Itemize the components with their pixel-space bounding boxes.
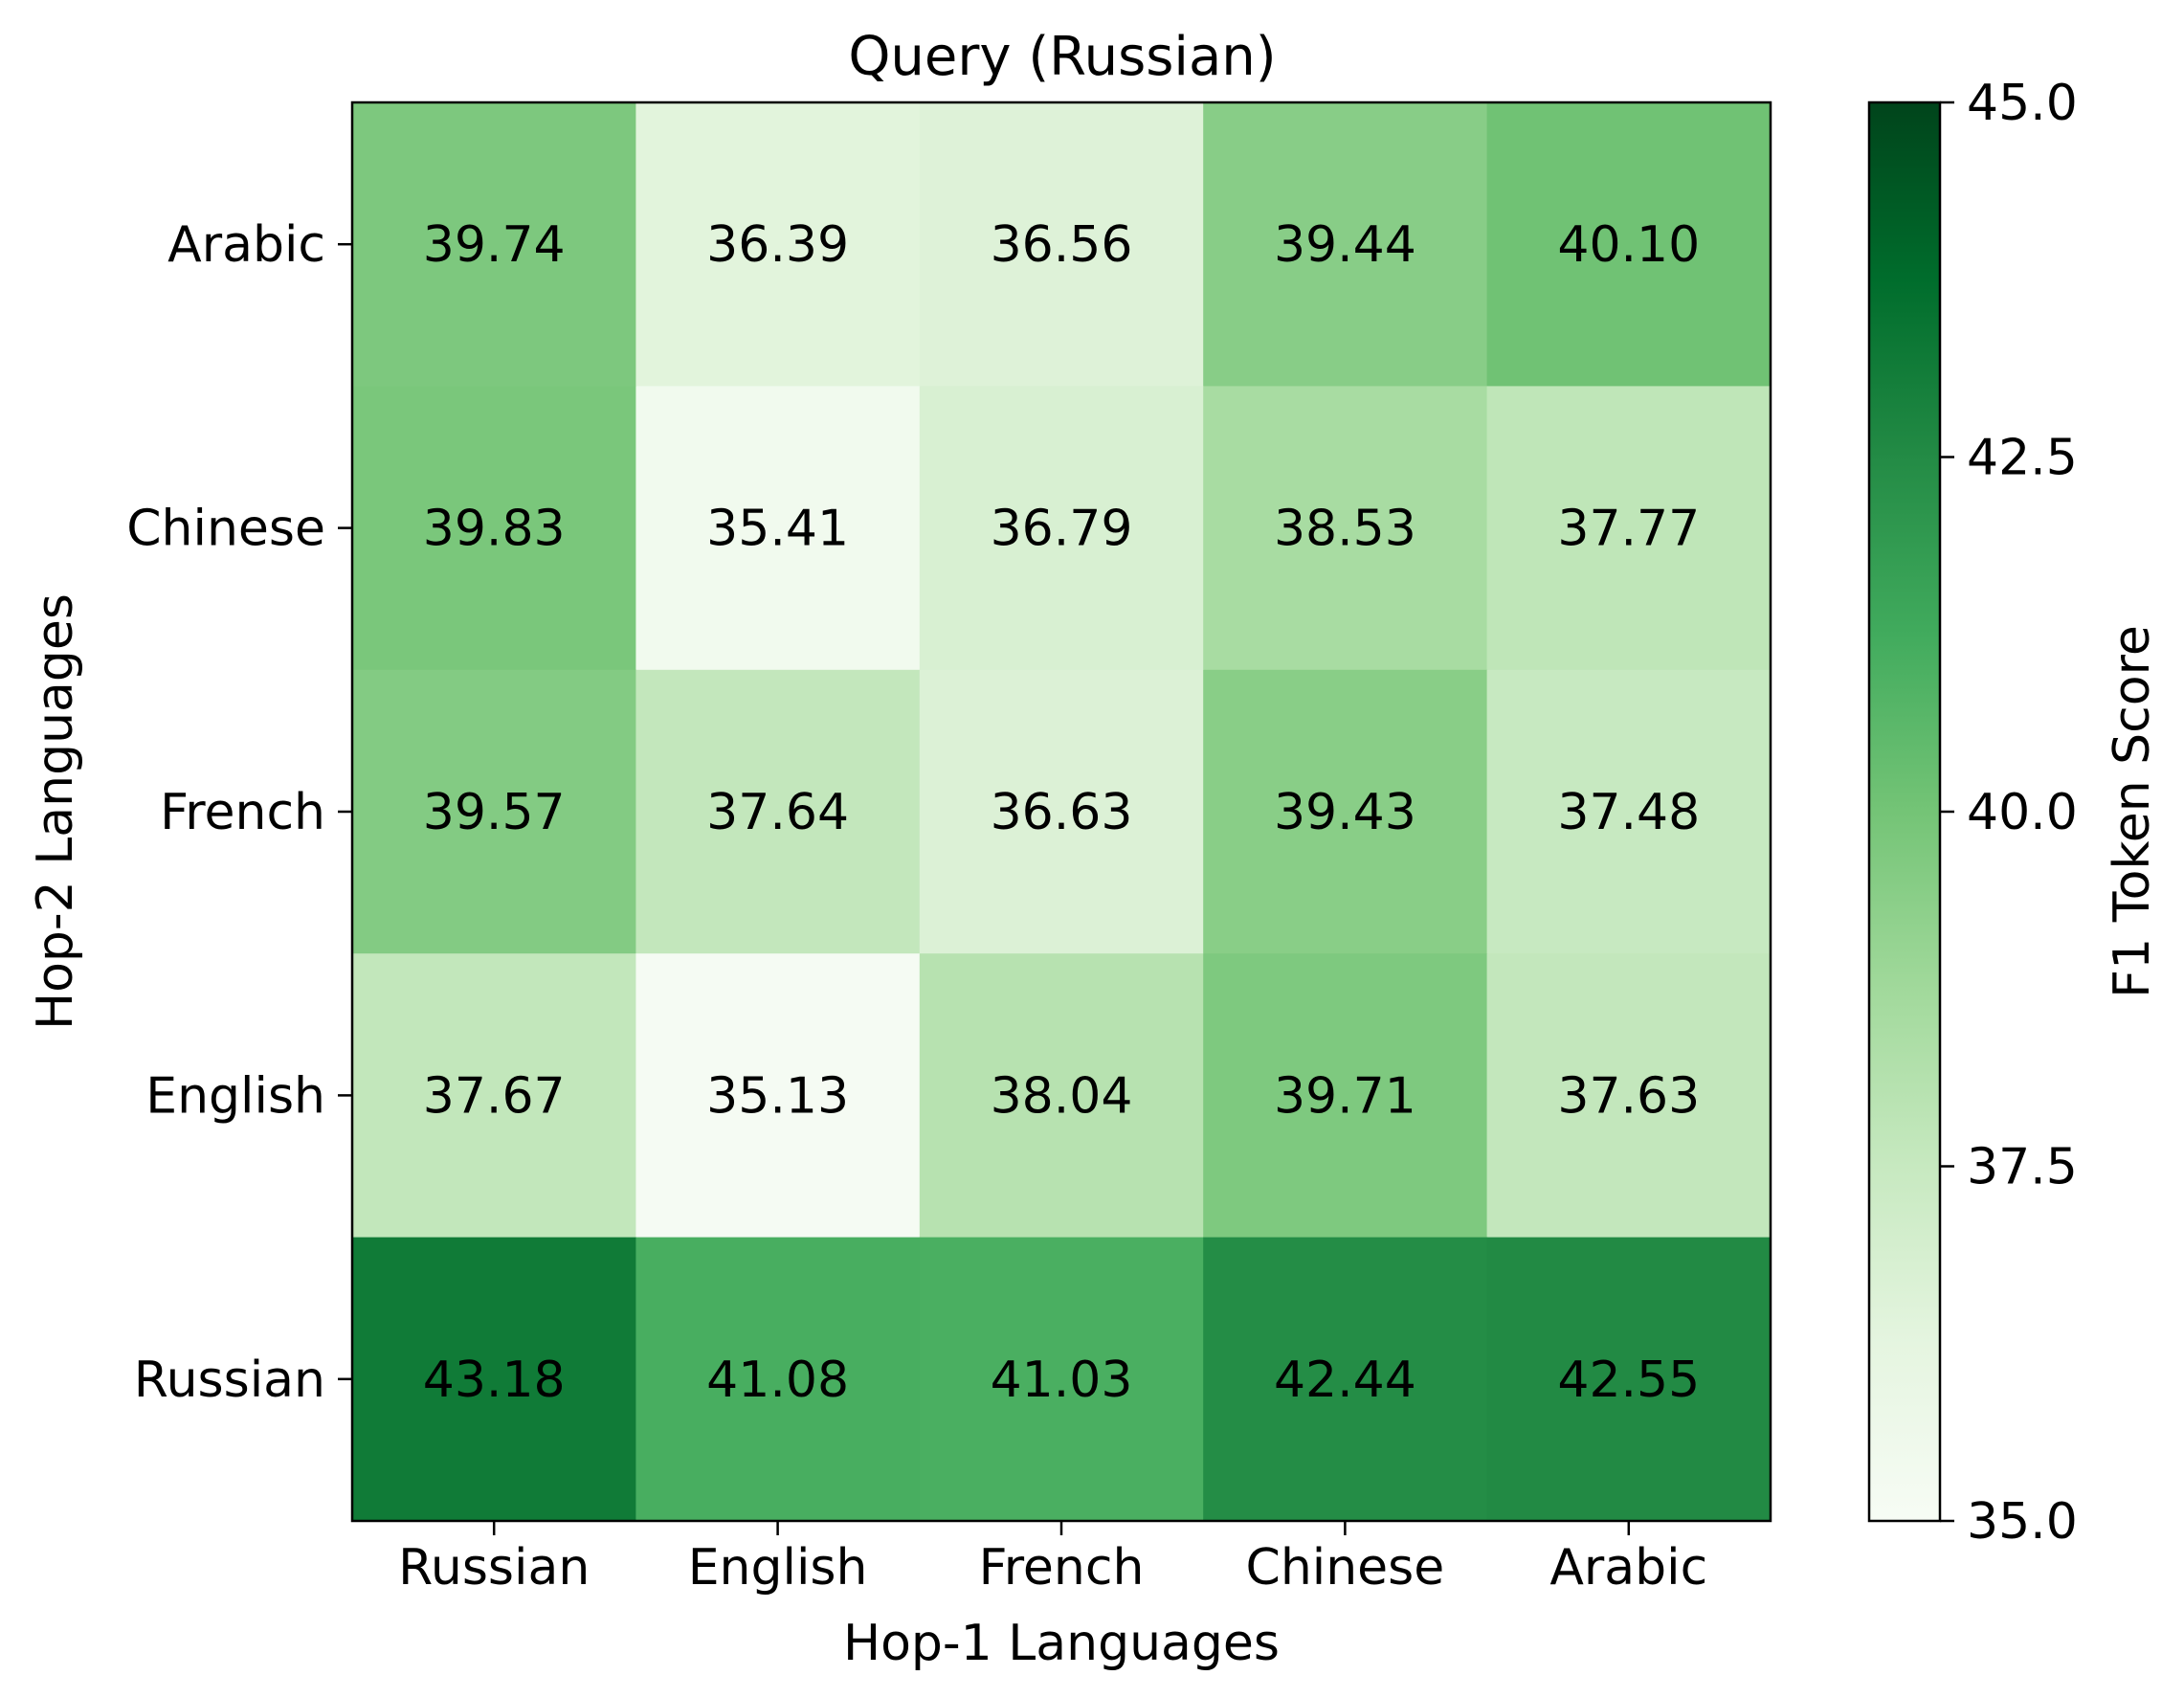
heatmap-cell (635, 386, 921, 671)
colorbar-tick-label: 35.0 (1967, 1493, 2078, 1551)
heatmap-cell (919, 386, 1204, 671)
heatmap-cell (352, 102, 636, 387)
heatmap-cell (352, 953, 636, 1239)
colorbar-ticks: 35.0 37.5 40.0 42.5 45.0 (1940, 75, 2078, 1551)
cell-value-label: 38.04 (991, 1067, 1133, 1125)
heatmap-cell (1203, 386, 1488, 671)
x-tick-label: Chinese (1246, 1539, 1445, 1597)
colorbar-tick-label: 40.0 (1967, 784, 2078, 841)
cell-value-label: 37.77 (1557, 501, 1700, 558)
cell-value-label: 37.48 (1557, 784, 1700, 841)
cell-value-label: 37.63 (1557, 1067, 1700, 1125)
cell-value-label: 39.44 (1274, 216, 1416, 274)
cell-value-labels: 39.74 36.39 36.56 39.44 40.10 39.83 35.41 36.79… (423, 216, 1700, 1409)
heatmap-cell (1203, 102, 1488, 387)
cell-value-label: 35.41 (706, 501, 849, 558)
colorbar-tick-label: 42.5 (1967, 430, 2078, 487)
cell-value-label: 42.44 (1274, 1352, 1416, 1409)
heatmap-cells (352, 102, 1772, 1522)
heatmap-cell (635, 1237, 921, 1522)
cell-value-label: 37.67 (423, 1067, 566, 1125)
cell-value-label: 40.10 (1557, 216, 1700, 274)
cell-value-label: 36.39 (706, 216, 849, 274)
cell-value-label: 35.13 (706, 1067, 849, 1125)
y-tick-label: Russian (134, 1352, 325, 1409)
cell-value-label: 39.43 (1274, 784, 1416, 841)
heatmap-cell (1486, 102, 1772, 387)
cell-value-label: 38.53 (1274, 501, 1416, 558)
x-tick-label: French (979, 1539, 1145, 1597)
x-axis-label: Hop-1 Languages (843, 1615, 1280, 1672)
y-tick-label: Chinese (126, 501, 325, 558)
heatmap-cell (919, 102, 1204, 387)
cell-value-label: 41.03 (991, 1352, 1133, 1409)
cell-value-label: 43.18 (423, 1352, 566, 1409)
heatmap-cell (1486, 669, 1772, 954)
heatmap-cell (352, 386, 636, 671)
x-tick-label: Arabic (1549, 1539, 1707, 1597)
cell-value-label: 39.71 (1274, 1067, 1416, 1125)
y-tick-label: French (160, 784, 325, 841)
y-tick-label: Arabic (167, 216, 325, 274)
cell-value-label: 36.79 (991, 501, 1133, 558)
x-tick-label: English (688, 1539, 868, 1597)
heatmap-cell (352, 669, 636, 954)
chart-title: Query (Russian) (848, 26, 1276, 88)
heatmap-cell (352, 1237, 636, 1522)
y-axis-label: Hop-2 Languages (27, 593, 84, 1030)
heatmap-cell (919, 953, 1204, 1239)
cell-value-label: 39.74 (423, 216, 566, 274)
heatmap-cell (1203, 953, 1488, 1239)
heatmap-cell (1203, 1237, 1488, 1522)
heatmap-cell (1486, 386, 1772, 671)
cell-value-label: 36.56 (991, 216, 1133, 274)
heatmap-cell (919, 1237, 1204, 1522)
cell-value-label: 42.55 (1557, 1352, 1700, 1409)
heatmap-cell (635, 102, 921, 387)
heatmap-cell (919, 669, 1204, 954)
colorbar (1867, 101, 1942, 1523)
x-tick-label: Russian (398, 1539, 590, 1597)
colorbar-tick-label: 37.5 (1967, 1139, 2078, 1196)
heatmap-cell (1203, 669, 1488, 954)
cell-value-label: 41.08 (706, 1352, 849, 1409)
heatmap-cell (1486, 953, 1772, 1239)
heatmap-cell (635, 953, 921, 1239)
heatmap-cell (1486, 1237, 1772, 1522)
cell-value-label: 39.57 (423, 784, 566, 841)
cell-value-label: 37.64 (706, 784, 849, 841)
y-tick-label: English (145, 1067, 325, 1125)
x-axis: Russian English French Chinese Arabic (398, 1521, 1707, 1597)
cell-value-label: 39.83 (423, 501, 566, 558)
colorbar-tick-label: 45.0 (1967, 75, 2078, 132)
colorbar-label: F1 Token Score (2104, 625, 2161, 998)
cell-value-label: 36.63 (991, 784, 1133, 841)
y-axis: Arabic Chinese French English Russian (126, 216, 352, 1409)
heatmap-cell (635, 669, 921, 954)
